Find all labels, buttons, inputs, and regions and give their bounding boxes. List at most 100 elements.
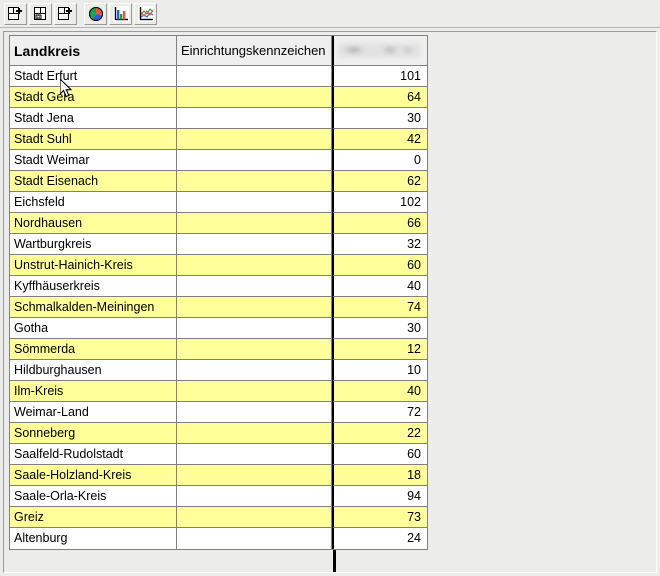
add-row-icon[interactable] xyxy=(4,3,27,25)
bar-chart-icon[interactable] xyxy=(109,3,132,25)
table-row[interactable]: Stadt Eisenach 62 xyxy=(10,171,427,192)
cell-anzahl[interactable]: 74 xyxy=(332,297,427,318)
cell-einrichtung[interactable] xyxy=(177,528,332,549)
cell-anzahl[interactable]: 72 xyxy=(332,402,427,423)
cell-anzahl[interactable]: 62 xyxy=(332,171,427,192)
table-row[interactable]: Saalfeld-Rudolstadt 60 xyxy=(10,444,427,465)
cell-landkreis[interactable]: Sömmerda xyxy=(10,339,177,360)
table-row[interactable]: Sonneberg 22 xyxy=(10,423,427,444)
cell-landkreis[interactable]: Weimar-Land xyxy=(10,402,177,423)
table-row[interactable]: Saale-Holzland-Kreis 18 xyxy=(10,465,427,486)
cell-landkreis[interactable]: Ilm-Kreis xyxy=(10,381,177,402)
table-row[interactable]: Gotha 30 xyxy=(10,318,427,339)
cell-landkreis[interactable]: Hildburghausen xyxy=(10,360,177,381)
column-header-anzahl[interactable] xyxy=(332,36,427,66)
cell-anzahl[interactable]: 0 xyxy=(332,150,427,171)
cell-einrichtung[interactable] xyxy=(177,66,332,87)
cell-einrichtung[interactable] xyxy=(177,444,332,465)
cell-anzahl[interactable]: 42 xyxy=(332,129,427,150)
cell-einrichtung[interactable] xyxy=(177,171,332,192)
cell-anzahl[interactable]: 73 xyxy=(332,507,427,528)
cell-landkreis[interactable]: Wartburgkreis xyxy=(10,234,177,255)
cell-landkreis[interactable]: Eichsfeld xyxy=(10,192,177,213)
table-row[interactable]: Hildburghausen 10 xyxy=(10,360,427,381)
cell-anzahl[interactable]: 10 xyxy=(332,360,427,381)
cell-einrichtung[interactable] xyxy=(177,360,332,381)
column-header-landkreis[interactable]: Landkreis xyxy=(10,36,177,66)
table-row[interactable]: Unstrut-Hainich-Kreis 60 xyxy=(10,255,427,276)
cell-einrichtung[interactable] xyxy=(177,87,332,108)
table-row[interactable]: Stadt Weimar 0 xyxy=(10,150,427,171)
table-row[interactable]: Weimar-Land 72 xyxy=(10,402,427,423)
table-auto-icon[interactable]: A xyxy=(29,3,52,25)
cell-landkreis[interactable]: Saalfeld-Rudolstadt xyxy=(10,444,177,465)
line-chart-icon[interactable] xyxy=(134,3,157,25)
cell-einrichtung[interactable] xyxy=(177,465,332,486)
column-header-einrichtung[interactable]: Einrichtungskennzeichen xyxy=(177,36,332,66)
cell-landkreis[interactable]: Gotha xyxy=(10,318,177,339)
cell-einrichtung[interactable] xyxy=(177,150,332,171)
cell-anzahl[interactable]: 30 xyxy=(332,318,427,339)
cell-landkreis[interactable]: Altenburg xyxy=(10,528,177,549)
cell-einrichtung[interactable] xyxy=(177,255,332,276)
cell-anzahl[interactable]: 40 xyxy=(332,276,427,297)
cell-anzahl[interactable]: 30 xyxy=(332,108,427,129)
cell-einrichtung[interactable] xyxy=(177,381,332,402)
table-row[interactable]: Schmalkalden-Meiningen 74 xyxy=(10,297,427,318)
cell-landkreis[interactable]: Stadt Gera xyxy=(10,87,177,108)
data-grid[interactable]: Landkreis Einrichtungskennzeichen Stadt Er… xyxy=(9,35,428,550)
cell-landkreis[interactable]: Kyffhäuserkreis xyxy=(10,276,177,297)
table-row[interactable]: Stadt Gera 64 xyxy=(10,87,427,108)
cell-landkreis[interactable]: Stadt Erfurt xyxy=(10,66,177,87)
cell-anzahl[interactable]: 40 xyxy=(332,381,427,402)
cell-anzahl[interactable]: 102 xyxy=(332,192,427,213)
cell-landkreis[interactable]: Stadt Weimar xyxy=(10,150,177,171)
table-row[interactable]: Kyffhäuserkreis 40 xyxy=(10,276,427,297)
cell-landkreis[interactable]: Greiz xyxy=(10,507,177,528)
cell-einrichtung[interactable] xyxy=(177,192,332,213)
cell-anzahl[interactable]: 18 xyxy=(332,465,427,486)
table-row[interactable]: Sömmerda 12 xyxy=(10,339,427,360)
table-row[interactable]: Greiz 73 xyxy=(10,507,427,528)
cell-anzahl[interactable]: 60 xyxy=(332,255,427,276)
cell-einrichtung[interactable] xyxy=(177,213,332,234)
table-row[interactable]: Eichsfeld 102 xyxy=(10,192,427,213)
cell-landkreis[interactable]: Stadt Eisenach xyxy=(10,171,177,192)
cell-einrichtung[interactable] xyxy=(177,339,332,360)
cell-landkreis[interactable]: Stadt Suhl xyxy=(10,129,177,150)
cell-anzahl[interactable]: 94 xyxy=(332,486,427,507)
cell-einrichtung[interactable] xyxy=(177,108,332,129)
cell-landkreis[interactable]: Sonneberg xyxy=(10,423,177,444)
cell-einrichtung[interactable] xyxy=(177,276,332,297)
cell-anzahl[interactable]: 24 xyxy=(332,528,427,549)
cell-anzahl[interactable]: 22 xyxy=(332,423,427,444)
cell-einrichtung[interactable] xyxy=(177,423,332,444)
cell-anzahl[interactable]: 66 xyxy=(332,213,427,234)
add-column-icon[interactable] xyxy=(54,3,77,25)
cell-landkreis[interactable]: Saale-Holzland-Kreis xyxy=(10,465,177,486)
cell-landkreis[interactable]: Unstrut-Hainich-Kreis xyxy=(10,255,177,276)
cell-anzahl[interactable]: 64 xyxy=(332,87,427,108)
table-row[interactable]: Altenburg 24 xyxy=(10,528,427,549)
table-row[interactable]: Stadt Jena 30 xyxy=(10,108,427,129)
cell-einrichtung[interactable] xyxy=(177,297,332,318)
cell-einrichtung[interactable] xyxy=(177,507,332,528)
table-row[interactable]: Wartburgkreis 32 xyxy=(10,234,427,255)
cell-anzahl[interactable]: 12 xyxy=(332,339,427,360)
cell-anzahl[interactable]: 60 xyxy=(332,444,427,465)
table-row[interactable]: Saale-Orla-Kreis 94 xyxy=(10,486,427,507)
cell-anzahl[interactable]: 32 xyxy=(332,234,427,255)
cell-einrichtung[interactable] xyxy=(177,129,332,150)
table-row[interactable]: Stadt Erfurt 101 xyxy=(10,66,427,87)
cell-einrichtung[interactable] xyxy=(177,402,332,423)
table-row[interactable]: Stadt Suhl 42 xyxy=(10,129,427,150)
cell-einrichtung[interactable] xyxy=(177,234,332,255)
cell-anzahl[interactable]: 101 xyxy=(332,66,427,87)
table-row[interactable]: Ilm-Kreis 40 xyxy=(10,381,427,402)
cell-landkreis[interactable]: Saale-Orla-Kreis xyxy=(10,486,177,507)
cell-landkreis[interactable]: Schmalkalden-Meiningen xyxy=(10,297,177,318)
cell-landkreis[interactable]: Nordhausen xyxy=(10,213,177,234)
table-row[interactable]: Nordhausen 66 xyxy=(10,213,427,234)
pie-chart-icon[interactable] xyxy=(84,3,107,25)
cell-einrichtung[interactable] xyxy=(177,486,332,507)
